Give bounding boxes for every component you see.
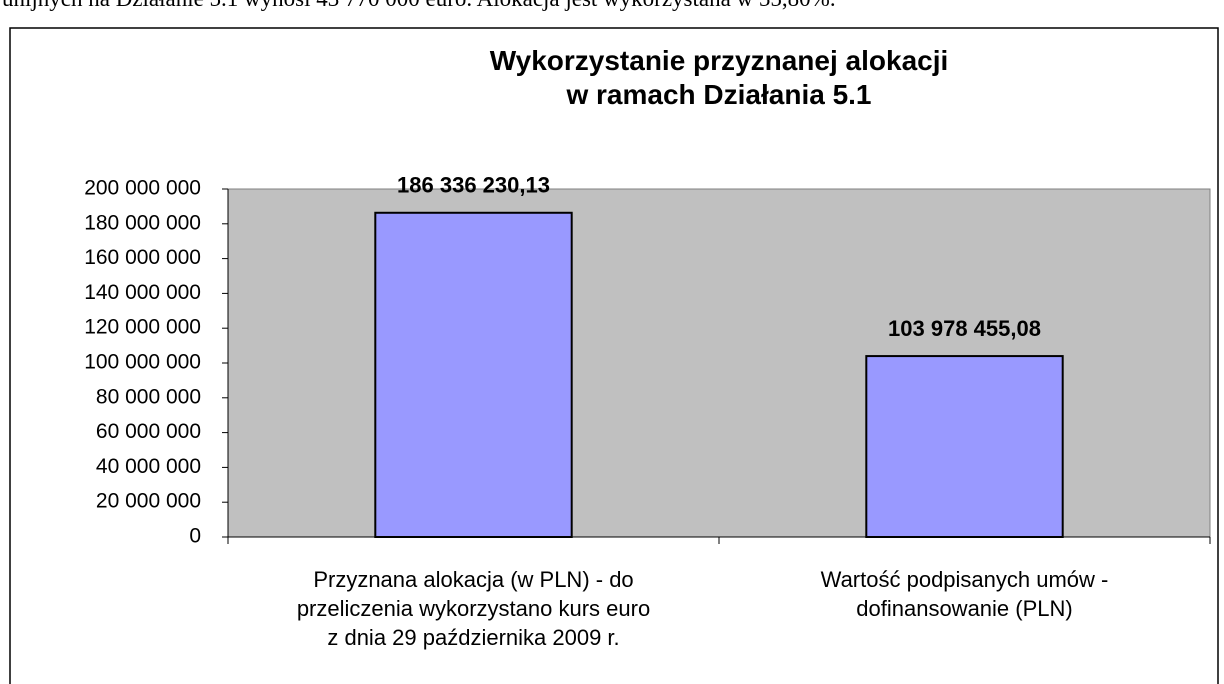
- y-tick-label: 80 000 000: [96, 385, 201, 408]
- x-tick-label: Przyznana alokacja (w PLN) - do przelicz…: [296, 567, 651, 650]
- data-label: 186 336 230,13: [397, 173, 550, 198]
- y-tick-label: 140 000 000: [84, 281, 201, 304]
- bar: [374, 211, 573, 538]
- data-label: 103 978 455,08: [888, 316, 1041, 341]
- document-text: unijnych na Działanie 5.1 wynosi 43 770 …: [2, 0, 836, 12]
- y-tick-label: 120 000 000: [84, 316, 201, 339]
- bar: [865, 355, 1064, 538]
- y-tick-label: 0: [189, 525, 201, 548]
- x-tick-label: Wartość podpisanych umów - dofinansowani…: [820, 567, 1109, 621]
- chart-title: Wykorzystanie przyznanej alokacji w rama…: [489, 45, 949, 110]
- y-tick-label: 20 000 000: [96, 490, 201, 513]
- y-tick-label: 60 000 000: [96, 420, 201, 443]
- y-tick-label: 200 000 000: [84, 177, 201, 200]
- y-tick-label: 160 000 000: [84, 246, 201, 269]
- y-tick-label: 100 000 000: [84, 351, 201, 374]
- y-tick-label: 180 000 000: [84, 211, 201, 234]
- y-tick-label: 40 000 000: [96, 455, 201, 478]
